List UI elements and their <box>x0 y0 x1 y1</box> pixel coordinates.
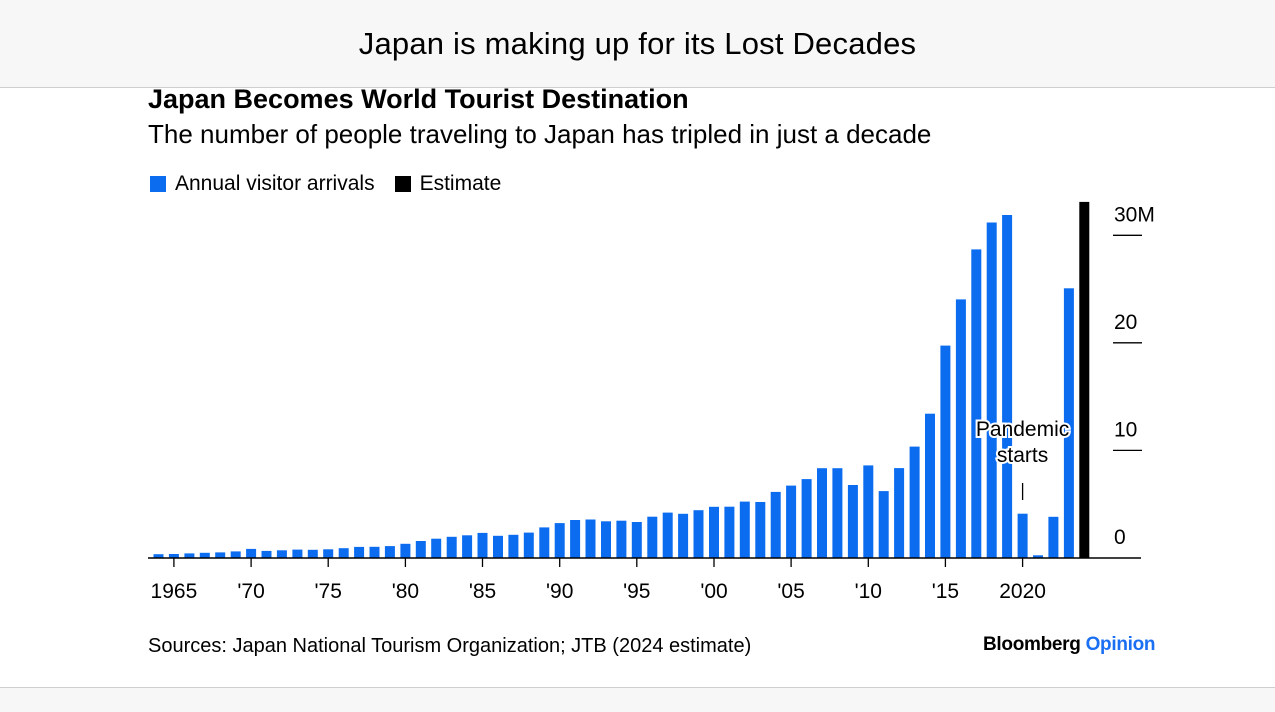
bar-1967 <box>199 552 210 558</box>
legend-label-visitors: Annual visitor arrivals <box>175 172 375 195</box>
bar-1998 <box>678 513 689 558</box>
legend-swatch-estimate <box>394 176 411 192</box>
bar-1982 <box>431 538 442 558</box>
bar-1993 <box>601 521 611 558</box>
bar-2005 <box>786 485 797 558</box>
bar-2013 <box>909 446 920 558</box>
bar-1991 <box>570 520 581 558</box>
legend-item-visitors: Annual visitor arrivals <box>150 172 375 196</box>
bar-2001 <box>724 506 735 558</box>
bar-2004 <box>770 491 781 558</box>
x-tick-label-2000: '00 <box>700 580 727 603</box>
x-tick-label-1990: '90 <box>546 580 573 603</box>
bar-1983 <box>446 536 457 558</box>
bar-2008 <box>832 468 843 558</box>
x-tick-label-1995: '95 <box>623 580 650 603</box>
x-tick-label-2020: 2020 <box>999 580 1046 603</box>
bar-1975 <box>323 549 334 558</box>
bar-1964 <box>153 554 164 558</box>
bar-1966 <box>184 553 195 558</box>
chart-legend: Annual visitor arrivals Estimate <box>150 172 521 196</box>
bar-2006 <box>801 479 812 558</box>
bar-2007 <box>817 468 827 558</box>
annotation-pandemic-line2: starts <box>997 444 1048 467</box>
bar-1969 <box>230 551 241 558</box>
bar-1995 <box>631 522 642 558</box>
chart-title: Japan Becomes World Tourist Destination <box>148 84 689 114</box>
bar-2000 <box>709 506 719 558</box>
legend-label-estimate: Estimate <box>419 172 502 195</box>
bar-2015 <box>940 345 951 558</box>
x-tick-label-1965: 1965 <box>151 580 198 603</box>
brand-bloomberg: Bloomberg <box>983 634 1081 655</box>
bar-2012 <box>894 468 905 558</box>
bar-1979 <box>384 546 395 558</box>
estimate-bar-2024 <box>1079 201 1090 558</box>
bar-1994 <box>616 520 627 558</box>
chart-subtitle: The number of people traveling to Japan … <box>148 119 932 149</box>
bar-1992 <box>585 519 596 558</box>
bar-2019 <box>1002 215 1013 558</box>
brand-logo: Bloomberg Opinion <box>983 634 1156 656</box>
bar-2017 <box>971 249 982 558</box>
bar-2023 <box>1063 288 1074 558</box>
bar-1974 <box>307 549 318 558</box>
bar-1988 <box>523 532 534 558</box>
bar-2021 <box>1033 555 1043 558</box>
bar-2010 <box>863 465 874 558</box>
bar-1965 <box>168 554 179 558</box>
legend-swatch-visitors <box>150 176 166 192</box>
bar-2011 <box>878 491 889 558</box>
bar-1985 <box>477 532 488 558</box>
bar-1999 <box>693 510 704 558</box>
brand-opinion: Opinion <box>1085 634 1156 655</box>
bar-2020 <box>1017 513 1028 558</box>
bar-2009 <box>847 485 858 558</box>
y-tick-label-0: 0 <box>1114 526 1126 549</box>
y-tick-label-30: 30M <box>1114 203 1155 226</box>
bar-1997 <box>662 512 673 558</box>
header-bar: Japan is making up for its Lost Decades <box>0 0 1275 88</box>
bar-2016 <box>955 299 966 558</box>
x-tick-label-1980: '80 <box>392 580 419 603</box>
bar-1971 <box>261 550 272 558</box>
bar-2022 <box>1048 516 1059 558</box>
bar-1978 <box>369 546 380 558</box>
page-title: Japan is making up for its Lost Decades <box>358 25 917 61</box>
bar-1981 <box>415 541 426 558</box>
x-tick-label-2005: '05 <box>777 580 804 603</box>
bar-1984 <box>462 535 473 558</box>
bar-1986 <box>493 535 503 558</box>
bar-2018 <box>986 222 997 558</box>
x-tick-label-1970: '70 <box>237 580 264 603</box>
bar-1990 <box>554 523 565 558</box>
annotation-pandemic-line1: Pandemic <box>976 418 1069 441</box>
x-tick-label-1975: '75 <box>315 580 342 603</box>
bar-1973 <box>292 549 303 558</box>
footer-bar <box>0 687 1275 712</box>
x-tick-label-2015: '15 <box>932 580 959 603</box>
bar-1987 <box>508 534 519 558</box>
bar-1980 <box>400 543 411 558</box>
source-note: Sources: Japan National Tourism Organiza… <box>148 635 752 657</box>
bar-2014 <box>925 413 935 558</box>
bar-1968 <box>215 552 226 558</box>
bar-1970 <box>246 548 257 558</box>
bar-2002 <box>739 501 750 558</box>
bar-1996 <box>647 516 658 558</box>
y-tick-label-10: 10 <box>1114 418 1137 441</box>
bar-1976 <box>338 548 349 558</box>
bar-1989 <box>539 527 550 558</box>
legend-item-estimate: Estimate <box>394 172 502 196</box>
y-tick-label-20: 20 <box>1114 311 1137 334</box>
bar-1977 <box>354 546 365 558</box>
x-tick-label-2010: '10 <box>855 580 882 603</box>
x-tick-label-1985: '85 <box>469 580 496 603</box>
bar-2003 <box>755 502 766 558</box>
bar-1972 <box>276 550 287 558</box>
